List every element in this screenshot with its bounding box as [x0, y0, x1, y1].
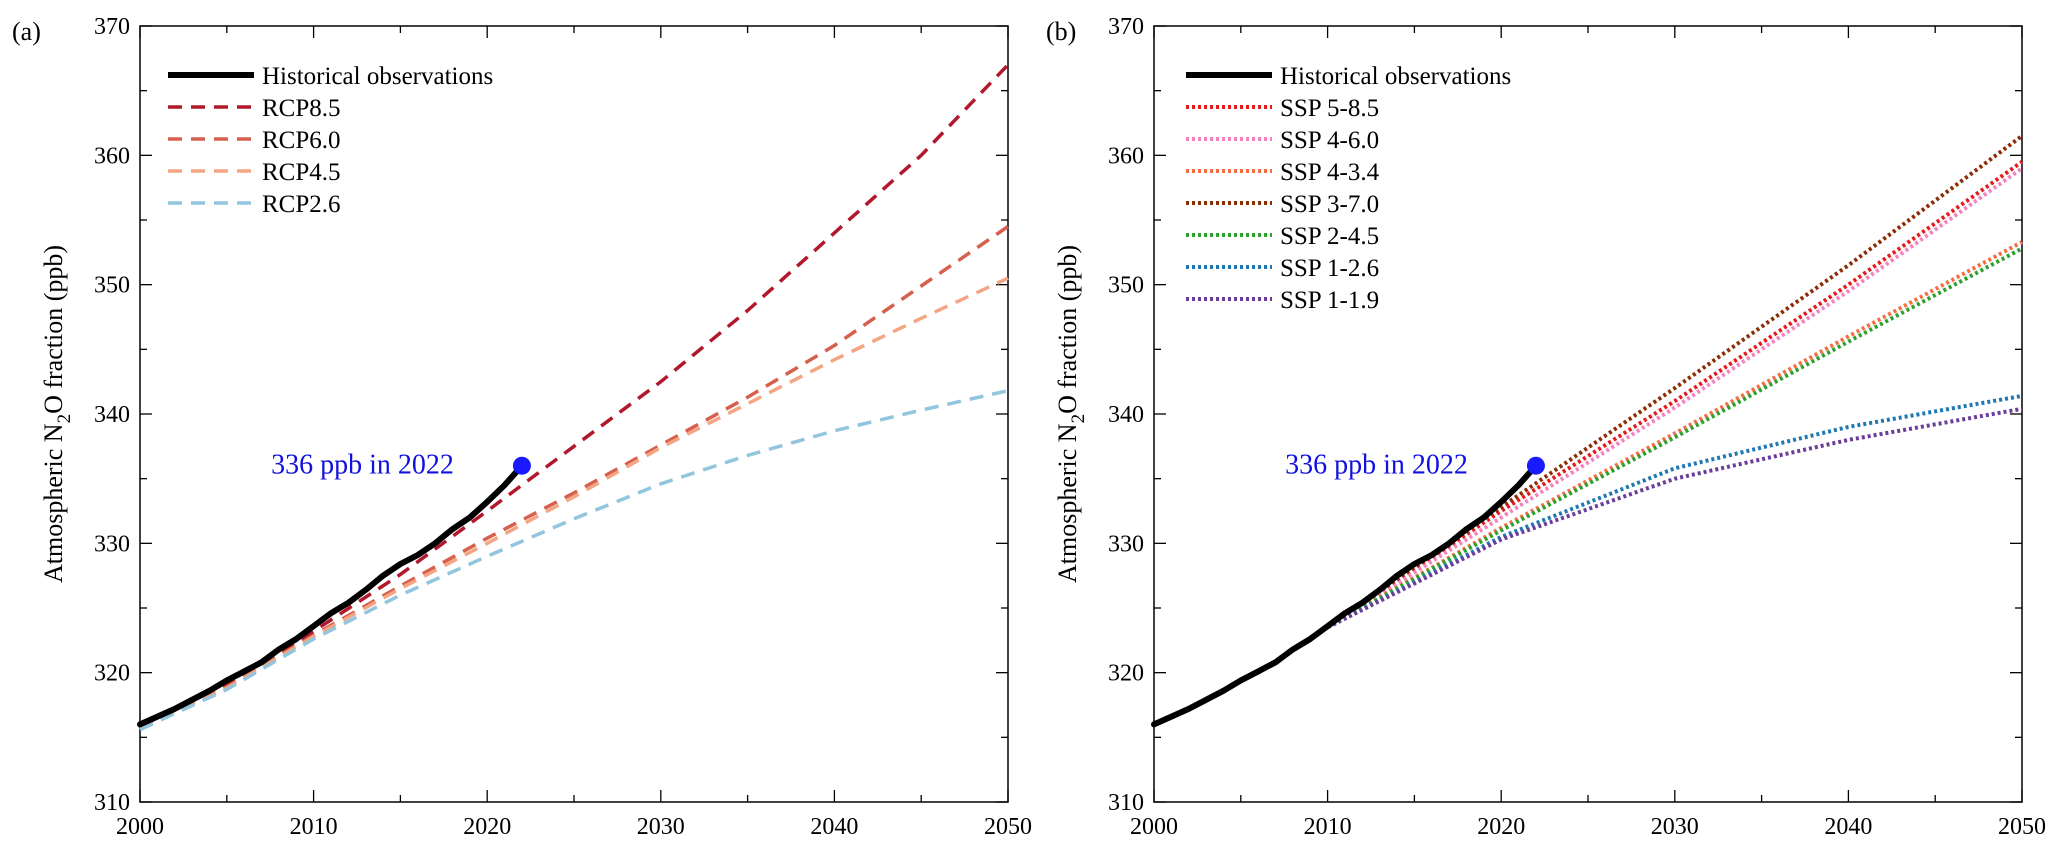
x-tick-label: 2050	[1998, 814, 2046, 840]
x-tick-label: 2010	[290, 814, 338, 840]
y-tick-label: 360	[1108, 143, 1144, 169]
x-tick-label: 2000	[1130, 814, 1178, 840]
annotation-text: 336 ppb in 2022	[1285, 450, 1468, 481]
y-tick-label: 350	[1108, 273, 1144, 299]
x-tick-label: 2030	[637, 814, 685, 840]
marker-2022-point	[512, 456, 531, 475]
series-line-rcp4-5	[139, 276, 1009, 729]
legend-entry: SSP 1-1.9	[1280, 287, 1379, 314]
series-line-ssp-4-6-0	[1326, 166, 2024, 630]
y-tick-label: 310	[94, 790, 130, 816]
series-line-ssp-4-3-4	[1326, 240, 2023, 630]
y-tick-label: 320	[1108, 661, 1144, 687]
panel-b-chart: 2000 2010 2020 2030 2040 2050 310 320 330 340 350 3…	[1046, 14, 2046, 840]
y-tick-label: 360	[94, 143, 130, 169]
y-axis-title-part: O fraction (ppb)	[1053, 245, 1082, 414]
x-tick-label: 2020	[463, 814, 511, 840]
y-axis-title: Atmospheric N2O fraction (ppb)	[39, 245, 75, 583]
x-tick-label: 2020	[1477, 814, 1525, 840]
x-tick-label: 2010	[1304, 814, 1352, 840]
y-axis-title-part: Atmospheric N	[39, 423, 68, 583]
series-line-ssp-2-4-5	[1326, 246, 2023, 630]
legend-entry: SSP 3-7.0	[1280, 191, 1379, 218]
x-tick-label: 2000	[116, 814, 164, 840]
series-line-historical-observations	[137, 462, 525, 728]
y-tick-label: 330	[1108, 531, 1144, 557]
legend-entry: SSP 5-8.5	[1280, 95, 1379, 122]
legend-entry: SSP 1-2.6	[1280, 255, 1379, 282]
panel-label: (b)	[1046, 17, 1076, 46]
y-tick-label: 350	[94, 273, 130, 299]
y-tick-label: 370	[1108, 14, 1144, 40]
series-line-ssp-1-2-6	[1326, 393, 2023, 630]
panel-a-chart: 2000 2010 2020 2030 2040 2050 310 320 330 340 350 3…	[12, 14, 1032, 840]
x-tick-label: 2030	[1651, 814, 1699, 840]
y-tick-label: 310	[1108, 790, 1144, 816]
legend-entry: SSP 2-4.5	[1280, 223, 1379, 250]
y-axis-title-subscript: 2	[1068, 414, 1089, 424]
y-axis-title-part: Atmospheric N	[1053, 423, 1082, 583]
series-line-rcp2-6	[139, 388, 1009, 732]
series-line-historical-observations	[1151, 462, 1539, 728]
series-line-ssp-1-1-9	[1326, 406, 2023, 630]
annotation-text: 336 ppb in 2022	[271, 450, 454, 481]
legend-entry: RCP6.0	[262, 127, 341, 154]
legend-entry: Historical observations	[262, 63, 493, 90]
x-tick-label: 2040	[810, 814, 858, 840]
y-axis-title: Atmospheric N2O fraction (ppb)	[1053, 245, 1089, 583]
legend-entry: RCP2.6	[262, 191, 341, 218]
legend-entry: Historical observations	[1280, 63, 1511, 90]
legend-entry: RCP8.5	[262, 95, 341, 122]
y-axis-title-part: O fraction (ppb)	[39, 245, 68, 414]
y-tick-label: 320	[94, 661, 130, 687]
legend-entry: SSP 4-6.0	[1280, 127, 1379, 154]
y-tick-label: 340	[1108, 402, 1144, 428]
y-tick-label: 340	[94, 402, 130, 428]
y-tick-label: 330	[94, 531, 130, 557]
y-axis-title-subscript: 2	[54, 414, 75, 424]
legend-entry: RCP4.5	[262, 159, 341, 186]
legend-entry: SSP 4-3.4	[1280, 159, 1380, 186]
y-tick-label: 370	[94, 14, 130, 40]
marker-2022-point	[1526, 456, 1545, 475]
panel-label: (a)	[12, 17, 41, 46]
x-tick-label: 2040	[1824, 814, 1872, 840]
x-tick-label: 2050	[984, 814, 1032, 840]
